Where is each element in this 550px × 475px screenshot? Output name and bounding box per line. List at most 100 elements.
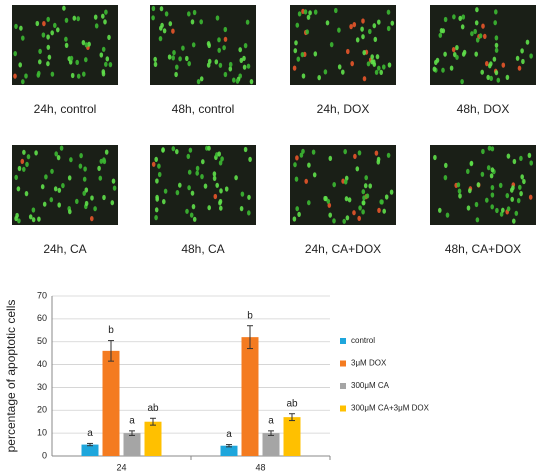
nucleus	[512, 158, 517, 165]
nucleus	[44, 174, 48, 180]
y-tick-label: 60	[37, 313, 47, 323]
nucleus	[307, 162, 311, 168]
nucleus	[475, 7, 479, 13]
nucleus	[387, 62, 392, 68]
nucleus	[494, 9, 498, 15]
nucleus	[247, 210, 251, 216]
nucleus	[189, 212, 194, 218]
nucleus	[382, 64, 386, 70]
significance-label: ab	[147, 403, 159, 414]
nucleus	[90, 216, 94, 222]
nucleus	[46, 16, 50, 22]
nucleus	[64, 36, 68, 42]
nucleus	[46, 34, 50, 40]
nucleus	[154, 207, 159, 213]
nucleus	[529, 53, 533, 59]
nucleus	[207, 145, 211, 151]
nucleus	[81, 40, 86, 46]
nucleus	[162, 199, 166, 205]
nucleus	[475, 217, 480, 223]
nucleus	[103, 19, 107, 25]
nucleus	[218, 160, 223, 166]
nucleus	[22, 149, 26, 155]
panel-caption: 24h, CA+DOX	[305, 242, 381, 256]
nucleus	[110, 200, 115, 206]
legend-swatch	[340, 405, 346, 412]
nucleus	[301, 73, 306, 79]
nucleus	[20, 158, 25, 164]
nucleus	[93, 206, 97, 212]
nucleus	[59, 145, 64, 151]
legend-label: 3μM DOX	[351, 359, 387, 368]
nucleus	[76, 73, 81, 79]
nucleus	[389, 189, 394, 195]
nucleus	[294, 40, 298, 46]
nucleus	[461, 51, 466, 57]
nucleus	[153, 56, 157, 62]
significance-label: b	[247, 310, 253, 321]
nucleus	[438, 207, 442, 213]
nucleus	[469, 160, 474, 166]
nucleus	[50, 30, 54, 36]
bar	[220, 445, 238, 456]
nucleus	[492, 56, 497, 62]
nucleus	[461, 14, 466, 20]
nucleus	[439, 28, 444, 34]
nucleus	[468, 188, 472, 194]
nucleus	[506, 153, 511, 159]
nucleus	[175, 64, 179, 70]
nucleus	[220, 156, 224, 162]
nucleus	[101, 46, 106, 52]
nucleus	[37, 216, 41, 222]
nucleus	[352, 210, 356, 216]
nucleus	[157, 171, 162, 178]
error-bar	[150, 417, 156, 426]
nucleus	[307, 200, 311, 206]
nucleus	[449, 65, 454, 71]
nucleus	[223, 26, 228, 33]
nucleus	[246, 63, 251, 69]
panel-caption: 48h, DOX	[457, 102, 510, 116]
micrograph-bg	[290, 145, 396, 225]
nucleus	[99, 158, 104, 164]
nucleus	[368, 183, 373, 189]
nucleus	[151, 161, 156, 167]
nucleus	[475, 37, 480, 43]
nucleus	[101, 69, 106, 75]
nucleus	[355, 37, 360, 43]
nucleus	[486, 165, 491, 171]
nucleus	[49, 197, 54, 203]
y-tick-label: 50	[37, 336, 47, 346]
nucleus	[75, 59, 79, 65]
nucleus	[224, 186, 229, 192]
nucleus	[24, 73, 28, 79]
nucleus	[219, 205, 223, 211]
nucleus	[82, 71, 86, 77]
nucleus	[455, 54, 459, 60]
nucleus	[360, 26, 364, 32]
nucleus	[163, 188, 168, 194]
micrograph-bg	[150, 145, 256, 225]
nucleus	[520, 48, 524, 54]
nucleus	[185, 208, 189, 214]
nucleus	[347, 197, 352, 203]
bar	[81, 444, 99, 456]
nucleus	[386, 9, 391, 15]
legend-label: 300μM CA+3μM DOX	[351, 404, 430, 413]
nucleus	[374, 69, 379, 75]
nucleus	[498, 182, 503, 188]
nucleus	[443, 16, 448, 23]
nucleus	[35, 20, 40, 27]
nucleus	[155, 178, 159, 184]
nucleus	[222, 45, 226, 51]
nucleus	[90, 195, 94, 201]
nucleus	[501, 62, 506, 68]
nucleus	[69, 157, 73, 163]
micrograph	[430, 5, 536, 85]
nucleus	[350, 61, 355, 67]
nucleus	[168, 21, 173, 27]
nucleus	[516, 198, 521, 204]
nucleus	[444, 162, 448, 168]
nucleus	[223, 36, 228, 42]
nucleus	[187, 169, 192, 175]
